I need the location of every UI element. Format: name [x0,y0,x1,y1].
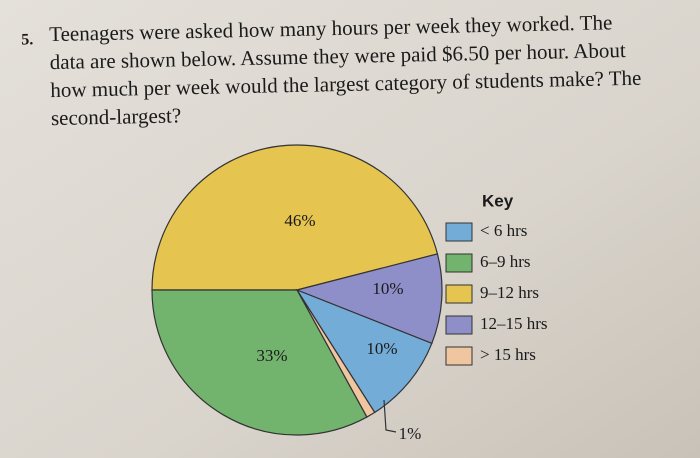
legend-title: Key [482,191,514,210]
pie-slice [151,144,439,291]
legend-swatch [445,253,473,273]
pie-slice [295,253,443,345]
legend-label: 9–12 hrs [480,283,539,302]
pie-slice [295,288,433,414]
data-label: 10% [372,279,403,298]
legend-swatch [445,346,473,366]
question-line: second-largest? [51,103,182,130]
pie-slice [151,289,368,436]
legend-swatch [445,284,473,304]
data-label: 46% [284,211,315,230]
legend-label: 6–9 hrs [480,252,531,271]
data-label: 33% [256,346,287,365]
data-label: 10% [366,339,397,358]
legend-label: > 15 hrs [480,345,536,364]
legend-swatch [445,222,473,242]
legend-swatch [445,315,473,335]
question-number: 5. [21,31,33,48]
legend-label: < 6 hrs [480,221,527,240]
data-label: 1% [399,424,422,443]
legend-label: 12–15 hrs [480,314,548,333]
leader-line [383,399,397,433]
